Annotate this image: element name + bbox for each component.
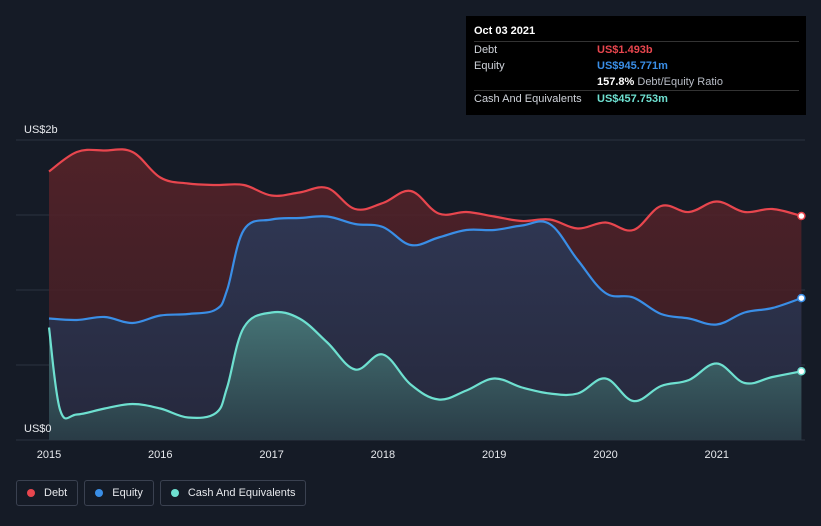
tooltip-ratio-label <box>474 74 597 90</box>
legend-item-equity[interactable]: Equity <box>84 480 154 506</box>
cash-area <box>49 311 802 440</box>
cash-line <box>47 310 802 420</box>
tooltip-debt-value: US$1.493b <box>597 44 653 56</box>
legend-cash-label: Cash And Equivalents <box>187 487 296 499</box>
cash-end-point <box>797 367 806 376</box>
equity-end-point <box>797 293 806 303</box>
y-axis-bottom-label: US$0 <box>24 423 52 435</box>
tooltip-date: Oct 03 2021 <box>474 25 536 37</box>
tooltip-row-debt: Debt US$1.493b <box>474 41 799 58</box>
x-tick-label: 2021 <box>705 449 729 461</box>
debt-end-point <box>797 211 806 221</box>
tooltip-row-ratio: 157.8% Debt/Equity Ratio <box>474 74 799 90</box>
x-axis-ticks: 2015 2016 2017 2018 2019 2020 2021 <box>37 449 729 461</box>
legend-item-debt[interactable]: Debt <box>16 480 79 506</box>
tooltip-row-equity: Equity US$945.771m <box>474 58 799 74</box>
x-tick-label: 2017 <box>259 449 283 461</box>
y-axis-top-label: US$2b <box>24 124 58 136</box>
ratio-percent: 157.8% <box>597 76 635 88</box>
legend-debt-label: Debt <box>44 487 68 499</box>
x-tick-label: 2018 <box>371 449 395 461</box>
series-areas <box>49 149 802 441</box>
x-tick-label: 2019 <box>482 449 506 461</box>
tooltip-row-cash: Cash And Equivalents US$457.753m <box>474 90 799 107</box>
series-end-markers <box>797 211 806 376</box>
equity-line <box>48 215 802 326</box>
debt-line <box>48 148 802 232</box>
legend-item-cash[interactable]: Cash And Equivalents <box>159 480 307 506</box>
debt-dot-icon <box>27 489 35 497</box>
tooltip-debt-label: Debt <box>474 44 498 56</box>
tooltip-cash-value: US$457.753m <box>597 93 668 105</box>
data-tooltip: Oct 03 2021 Debt US$1.493b Equity US$945… <box>466 16 806 115</box>
x-tick-label: 2020 <box>593 449 617 461</box>
tooltip-ratio-value: 157.8% Debt/Equity Ratio <box>597 74 723 90</box>
ratio-caption: Debt/Equity Ratio <box>637 76 723 88</box>
legend-equity-label: Equity <box>112 487 143 499</box>
series-lines <box>47 148 802 420</box>
cash-dot-icon <box>170 489 179 497</box>
chart-legend: Debt Equity Cash And Equivalents <box>16 480 307 506</box>
equity-dot-icon <box>95 489 104 497</box>
x-tick-label: 2015 <box>37 449 61 461</box>
x-tick-label: 2016 <box>148 449 172 461</box>
tooltip-equity-value: US$945.771m <box>597 60 668 72</box>
tooltip-cash-label: Cash And Equivalents <box>474 93 582 105</box>
tooltip-equity-label: Equity <box>474 60 505 72</box>
